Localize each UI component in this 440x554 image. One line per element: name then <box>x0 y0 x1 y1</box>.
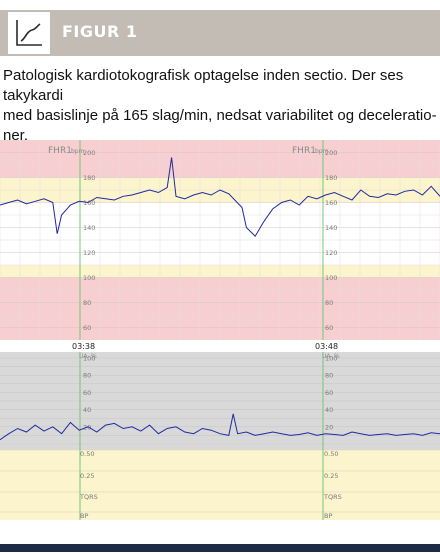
caption-line: Patologisk kardiotokografisk optagelse i… <box>3 67 404 104</box>
fhr-tick-label: 120 <box>325 249 337 257</box>
ua-tick-label: 40 <box>83 406 91 414</box>
fhr-tick-label: 160 <box>325 199 337 207</box>
fhr-tick-label: 60 <box>325 324 333 332</box>
fhr-tick-label: 200 <box>83 149 95 157</box>
fhr-tick-label: 180 <box>325 174 337 182</box>
fhr-unit-label: bpm <box>71 148 85 155</box>
time-strip: 03:38 03:48 <box>0 340 440 352</box>
figure-header: FIGUR 1 <box>0 10 440 56</box>
fhr-tick-label: 180 <box>83 174 95 182</box>
ua-tick-label: 40 <box>325 406 333 414</box>
ua-tick-label: 60 <box>83 389 91 397</box>
ua-tick-label: 60 <box>325 389 333 397</box>
ua-channel-label: UA <box>79 353 88 360</box>
fhr-panel: 200 200 180 180 160 160 140 140 120 120 100 100 80 80… <box>0 140 440 340</box>
fhr-unit-label-2: bpm <box>315 148 329 155</box>
ua-tick-label: 80 <box>83 372 91 380</box>
fhr-channel-label-2: FHR1 <box>292 146 316 156</box>
secondary-label: TQRS <box>79 493 98 501</box>
ua-tick-label: 100 <box>325 355 337 363</box>
fhr-tick-label: 120 <box>83 249 95 257</box>
fhr-channel-label: FHR1 <box>48 146 72 156</box>
secondary-label: 0.25 <box>324 472 338 480</box>
bottom-rule <box>0 544 440 552</box>
fhr-grid <box>0 140 440 340</box>
fhr-tick-label: 80 <box>83 299 91 307</box>
ua-tick-label: 20 <box>325 423 333 431</box>
ua-unit-label-2: % <box>334 353 340 360</box>
time-strip-background <box>0 340 440 352</box>
ua-grid <box>0 352 440 520</box>
ua-tick-label: 100 <box>83 355 95 363</box>
ua-channel-label-2: UA <box>322 353 331 360</box>
figure-caption: Patologisk kardiotokografisk optagelse i… <box>3 66 439 146</box>
secondary-label: 0.50 <box>324 450 338 458</box>
fhr-tick-label: 60 <box>83 324 91 332</box>
secondary-label: 0.50 <box>80 450 94 458</box>
ua-unit-label: % <box>91 353 97 360</box>
secondary-label: TQRS <box>323 493 342 501</box>
secondary-label: BP <box>80 512 88 520</box>
secondary-label: BP <box>324 512 332 520</box>
fhr-tick-label: 100 <box>325 274 337 282</box>
caption-line: ner. <box>3 127 29 144</box>
ua-secondary-background <box>0 450 440 520</box>
fhr-tick-label: 80 <box>325 299 333 307</box>
fhr-tick-label: 140 <box>325 224 337 232</box>
time-label: 03:48 <box>315 342 338 351</box>
ctg-chart: 200 200 180 180 160 160 140 140 120 120 100 100 80 80… <box>0 140 440 520</box>
time-label: 03:38 <box>72 342 95 351</box>
fhr-ticks: 200 200 180 180 160 160 140 140 120 120 100 100 80 80… <box>83 149 337 332</box>
line-chart-icon-graphic <box>16 20 42 46</box>
ua-tick-label: 80 <box>325 372 333 380</box>
caption-line: med basislinje på 165 slag/min, nedsat v… <box>3 107 437 124</box>
line-chart-icon <box>8 12 50 54</box>
figure-label: FIGUR 1 <box>62 22 138 41</box>
fhr-tick-label: 200 <box>325 149 337 157</box>
fhr-tick-label: 140 <box>83 224 95 232</box>
fhr-tick-label: 160 <box>83 199 95 207</box>
fhr-trace <box>0 157 440 238</box>
ua-trace <box>0 413 440 441</box>
secondary-label: 0.25 <box>80 472 94 480</box>
fhr-tick-label: 100 <box>83 274 95 282</box>
